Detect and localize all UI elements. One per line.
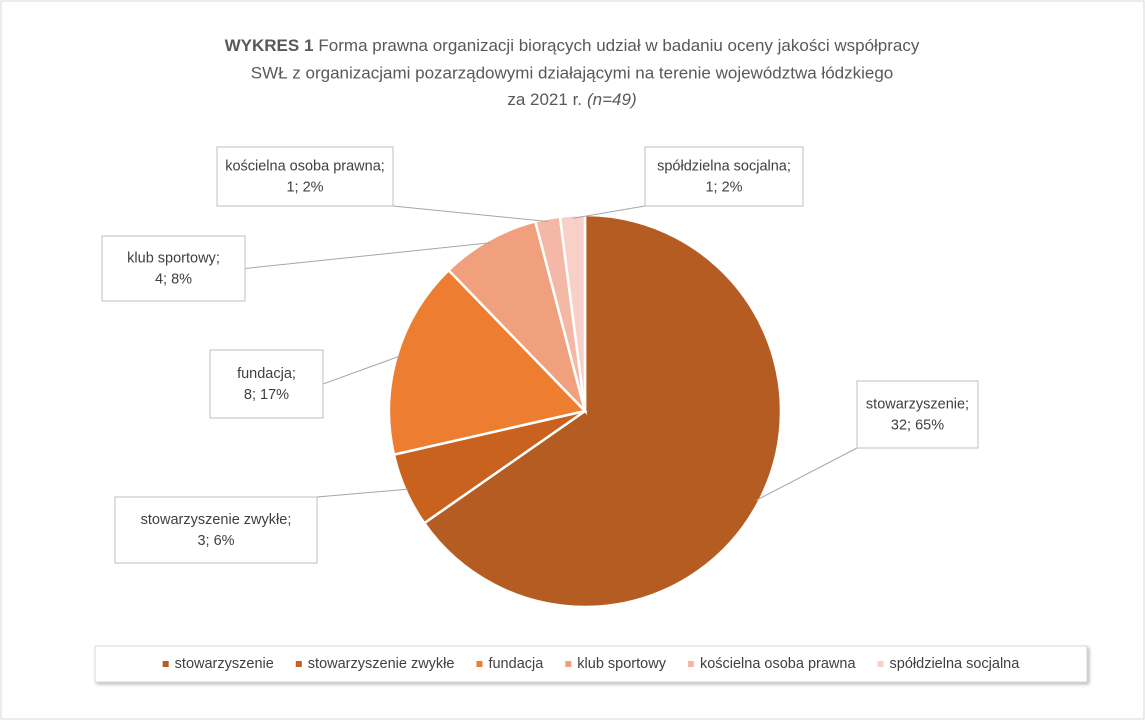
legend-label: stowarzyszenie bbox=[175, 656, 274, 672]
data-label-box bbox=[856, 380, 979, 449]
leader-line bbox=[572, 205, 646, 219]
data-label: stowarzyszenie; bbox=[866, 396, 969, 412]
legend-label: kościelna osoba prawna bbox=[700, 656, 857, 672]
title-line: za 2021 r. bbox=[507, 90, 582, 109]
pie-slice bbox=[387, 268, 588, 457]
data-label-box bbox=[101, 235, 246, 302]
data-label-category: klub sportowy bbox=[127, 250, 216, 266]
pie-slice bbox=[558, 213, 587, 412]
data-label-value: 1; 2% bbox=[705, 179, 742, 195]
legend-swatch bbox=[162, 661, 169, 667]
leader-line bbox=[322, 355, 401, 385]
data-label-value: 32; 65% bbox=[891, 417, 944, 433]
data-label-value: 8; 17% bbox=[244, 387, 289, 403]
data-label-category: stowarzyszenie bbox=[866, 396, 965, 412]
data-label-separator: ; bbox=[292, 366, 296, 382]
data-label-box bbox=[114, 496, 318, 564]
data-label-category: fundacja bbox=[237, 366, 293, 382]
legend-swatch bbox=[295, 661, 302, 667]
data-label-value: 1; 2% bbox=[286, 179, 323, 195]
data-label-category: stowarzyszenie zwykłe bbox=[141, 512, 288, 528]
title-note: (n=49) bbox=[587, 90, 637, 109]
data-label: fundacja; bbox=[237, 366, 296, 382]
title-prefix: WYKRES 1 bbox=[225, 36, 314, 55]
legend-label: spółdzielna socjalna bbox=[890, 656, 1021, 672]
data-label: spółdzielna socjalna; bbox=[657, 158, 791, 174]
pie-slice bbox=[446, 219, 588, 416]
legend-swatch bbox=[565, 661, 572, 667]
data-label: kościelna osoba prawna; bbox=[225, 158, 385, 174]
data-label-category: spółdzielna socjalna bbox=[657, 158, 788, 174]
chart-title: WYKRES 1 Forma prawna organizacji biorący… bbox=[225, 36, 920, 55]
data-label-category: kościelna osoba prawna bbox=[225, 158, 382, 174]
legend-label: fundacja bbox=[488, 656, 544, 672]
leader-line bbox=[755, 447, 858, 501]
data-label-separator: ; bbox=[965, 396, 969, 412]
data-label: klub sportowy; bbox=[127, 250, 220, 266]
legend-swatch bbox=[687, 661, 694, 667]
data-label-value: 4; 8% bbox=[155, 271, 192, 287]
chart-title-line: za 2021 r. (n=49) bbox=[507, 90, 636, 109]
data-label-box bbox=[644, 146, 804, 207]
data-label-box bbox=[209, 349, 324, 419]
leader-line bbox=[316, 488, 409, 498]
legend-swatch bbox=[476, 661, 483, 667]
data-label-separator: ; bbox=[287, 512, 291, 528]
data-label-box bbox=[216, 146, 394, 207]
leader-line bbox=[392, 205, 549, 222]
data-label: stowarzyszenie zwykłe; bbox=[141, 512, 292, 528]
data-label-separator: ; bbox=[216, 250, 220, 266]
title-line: Forma prawna organizacji biorących udzia… bbox=[318, 36, 919, 55]
leader-line bbox=[244, 242, 491, 269]
data-label-separator: ; bbox=[787, 158, 791, 174]
legend-label: klub sportowy bbox=[577, 656, 666, 672]
title-line: SWŁ z organizacjami pozarządowymi działa… bbox=[251, 63, 894, 82]
legend-box bbox=[94, 645, 1088, 683]
data-label-value: 3; 6% bbox=[197, 533, 234, 549]
data-label-separator: ; bbox=[381, 158, 385, 174]
legend-swatch bbox=[877, 661, 884, 667]
pie-slice bbox=[422, 213, 783, 609]
legend-label: stowarzyszenie zwykłe bbox=[308, 656, 455, 672]
